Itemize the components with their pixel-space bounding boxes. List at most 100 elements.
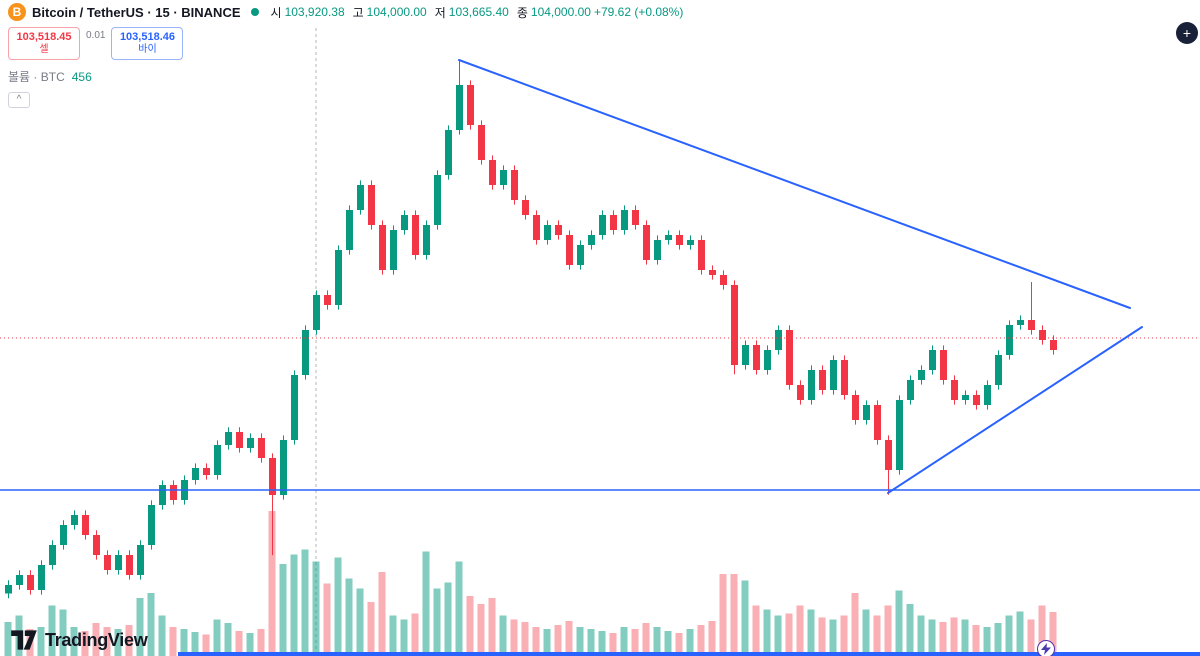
volume-bar: [323, 583, 331, 656]
trade-buttons-row: 103,518.45 셀 0.01 103,518.46 바이: [8, 27, 683, 60]
symbol-title[interactable]: Bitcoin / TetherUS · 15 · BINANCE: [32, 4, 241, 20]
candle-body: [511, 169, 518, 200]
volume-bar: [928, 619, 936, 656]
candle-body: [731, 284, 738, 365]
volume-bar: [653, 627, 661, 656]
candle-body: [566, 234, 573, 265]
tradingview-logo-text: TradingView: [45, 629, 148, 650]
candle-body: [71, 514, 78, 525]
candle-body: [1039, 329, 1046, 340]
volume-bar: [521, 622, 529, 656]
trendline[interactable]: [887, 326, 1143, 494]
volume-bar: [37, 627, 45, 656]
high-label: 고: [352, 5, 364, 20]
volume-bar: [400, 619, 408, 656]
volume-indicator-value: 456: [71, 69, 92, 84]
trendline[interactable]: [458, 59, 1131, 309]
candle-body: [423, 224, 430, 255]
candle-body: [60, 524, 67, 545]
volume-bar: [510, 619, 518, 656]
candle-body: [412, 214, 419, 255]
candle-body: [808, 369, 815, 400]
candle-body: [368, 184, 375, 225]
volume-bar: [565, 621, 573, 656]
volume-bar: [499, 615, 507, 656]
market-status-dot: [250, 8, 259, 16]
volume-bar: [136, 598, 144, 656]
candle-body: [379, 224, 386, 270]
volume-bar: [312, 561, 320, 656]
volume-bar: [631, 628, 639, 656]
volume-bar: [675, 632, 683, 656]
volume-bar: [466, 596, 474, 656]
volume-bar: [642, 623, 650, 656]
volume-bar: [1016, 611, 1024, 656]
close-label: 종: [516, 5, 528, 20]
volume-bar: [411, 613, 419, 656]
volume-bar: [367, 601, 375, 656]
volume-bar: [235, 630, 243, 656]
candle-body: [192, 467, 199, 480]
volume-bar: [587, 628, 595, 656]
close-value: 104,000.00: [530, 5, 591, 19]
volume-bar: [301, 549, 309, 656]
volume-bar: [279, 564, 287, 656]
lightning-bolt-button[interactable]: [1037, 640, 1055, 656]
candle-body: [401, 214, 408, 230]
candle-body: [918, 369, 925, 380]
candle-body: [830, 359, 837, 390]
candle-body: [863, 404, 870, 420]
candle-body: [324, 294, 331, 305]
candle-body: [599, 214, 606, 235]
candle-body: [764, 349, 771, 370]
volume-bar: [147, 593, 155, 656]
volume-bar: [180, 628, 188, 656]
volume-bar: [840, 615, 848, 656]
candle-body: [555, 224, 562, 235]
circular-plus-button[interactable]: +: [1176, 22, 1198, 44]
candle-body: [489, 159, 496, 185]
candle-body: [775, 329, 782, 350]
volume-bar: [334, 557, 342, 656]
candle-body: [5, 584, 12, 594]
volume-bar: [158, 615, 166, 656]
candle-body: [973, 394, 980, 405]
bottom-blue-bar: [178, 652, 1200, 656]
tradingview-logo-icon: [11, 630, 37, 650]
volume-bar: [917, 615, 925, 656]
candle-body: [885, 439, 892, 470]
volume-bar: [994, 623, 1002, 656]
candle-body: [236, 431, 243, 448]
volume-bar: [752, 605, 760, 656]
tradingview-logo[interactable]: TradingView: [10, 628, 148, 652]
symbol-row: B Bitcoin / TetherUS · 15 · BINANCE 시 10…: [8, 2, 683, 22]
lightning-bolt-icon: [1041, 643, 1051, 655]
volume-indicator-label[interactable]: 볼륨 · BTC: [8, 70, 65, 84]
collapse-legend-button[interactable]: ^: [8, 92, 30, 108]
open-value: 103,920.38: [284, 5, 345, 19]
candle-body: [346, 209, 353, 250]
candle-body: [82, 514, 89, 535]
candle-body: [962, 394, 969, 400]
candle-body: [49, 544, 56, 565]
sell-button[interactable]: 103,518.45 셀: [8, 27, 80, 60]
open-label: 시: [270, 5, 282, 20]
volume-bar: [268, 511, 276, 656]
volume-bar: [719, 573, 727, 656]
volume-bar: [785, 613, 793, 656]
candle-body: [533, 214, 540, 240]
candle-body: [753, 344, 760, 370]
volume-bar: [664, 630, 672, 656]
candle-body: [1017, 319, 1024, 325]
candle-body: [313, 294, 320, 330]
candle-body: [38, 564, 45, 590]
candle-body: [1050, 339, 1057, 350]
buy-button[interactable]: 103,518.46 바이: [111, 27, 184, 60]
buy-label: 바이: [138, 44, 157, 55]
candle-body: [280, 439, 287, 495]
volume-bar: [114, 628, 122, 656]
candle-body: [687, 239, 694, 245]
volume-bar: [774, 615, 782, 656]
sell-price: 103,518.45: [16, 31, 72, 43]
